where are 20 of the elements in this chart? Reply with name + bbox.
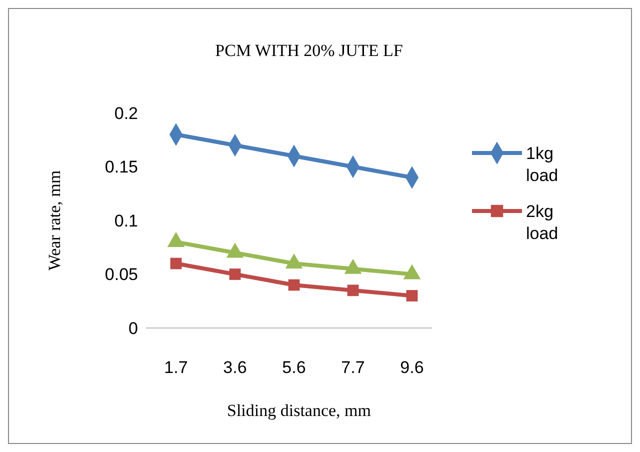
y-tick-label: 0.05 (104, 265, 138, 284)
x-tick-label: 7.7 (341, 358, 365, 377)
chart-title: PCM WITH 20% JUTE LF (215, 41, 403, 60)
point (347, 284, 359, 296)
legend-label: 1kg load (526, 144, 558, 186)
point (406, 290, 418, 302)
x-tick-label: 1.7 (164, 358, 188, 377)
x-tick-label: 3.6 (223, 358, 247, 377)
y-tick-label: 0.15 (104, 158, 138, 177)
x-axis-title: Sliding distance, mm (226, 401, 372, 420)
x-tick-label: 5.6 (282, 358, 306, 377)
legend-label: 2kg load (526, 202, 558, 244)
y-tick-label: 0.1 (114, 211, 138, 230)
point (170, 258, 182, 270)
point (288, 279, 300, 291)
point (229, 268, 241, 280)
x-tick-label: 9.6 (400, 358, 424, 377)
y-tick-label: 0.2 (114, 104, 138, 123)
y-axis-title: Wear rate, mm (45, 170, 64, 271)
y-tick-label: 0 (128, 318, 138, 338)
